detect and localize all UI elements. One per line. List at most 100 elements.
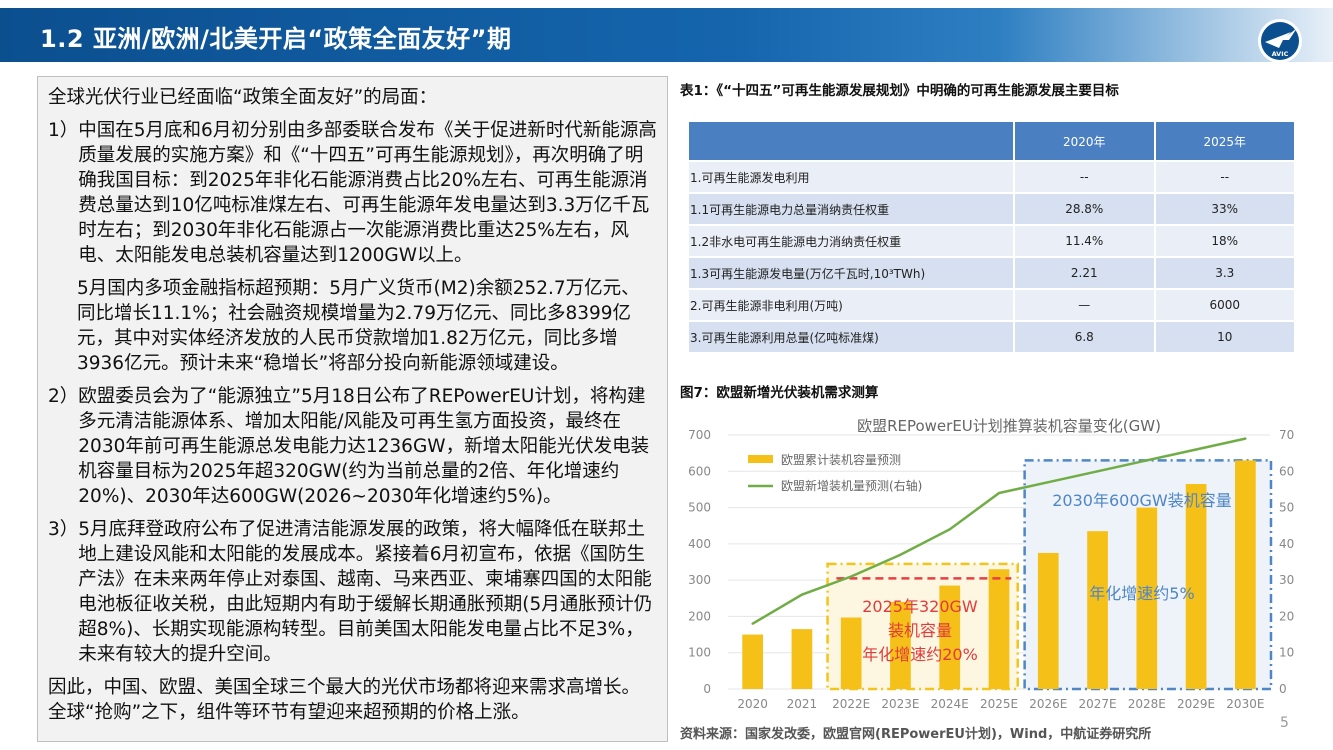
annotation-2030-title: 2030年600GW装机容量 [1052, 491, 1231, 510]
avic-logo-icon: AVIC [1258, 19, 1302, 63]
x-tick-label: 2022E [832, 697, 870, 711]
table-header-row: 2020年 2025年 [687, 120, 1296, 162]
y-left-tick-label: 600 [688, 464, 711, 478]
y-right-tick-label: 70 [1279, 428, 1294, 442]
list-item-text: 5月底拜登政府公布了促进清洁能源发展的政策，将大幅降低在联邦土地上建设风能和太阳… [78, 519, 653, 665]
y-right-tick-label: 10 [1279, 646, 1294, 660]
list-item: 2） 欧盟委员会为了“能源独立”5月18日公布了REPowerEU计划，将构建多… [48, 384, 657, 509]
bar [890, 601, 911, 689]
table-cell: 11.4% [1013, 224, 1156, 258]
table-cell: 3.可再生能源利用总量(亿吨标准煤) [687, 320, 1015, 354]
y-right-tick-label: 20 [1279, 609, 1294, 623]
policy-summary-box: 全球光伏行业已经面临“政策全面友好”的局面： 1） 中国在5月底和6月初分别由多… [37, 76, 668, 742]
y-left-tick-label: 300 [688, 573, 711, 587]
table-cell: 33% [1153, 192, 1296, 226]
x-tick-label: 2029E [1177, 697, 1215, 711]
table-cell: 1.1可再生能源电力总量消纳责任权重 [687, 192, 1015, 226]
y-right-tick-label: 40 [1279, 537, 1294, 551]
table-row: 1.3可再生能源发电量(万亿千瓦时,10³TWh) 2.21 3.3 [687, 256, 1296, 290]
table-cell: 28.8% [1013, 192, 1156, 226]
list-item-text: 中国在5月底和6月初分别由多部委联合发布《关于促进新时代新能源高质量发展的实施方… [78, 120, 657, 266]
bar [840, 617, 862, 689]
table-header-cell: 2025年 [1153, 120, 1296, 162]
table-cell: 18% [1153, 224, 1296, 258]
annotation-2025: 2025年320GW [862, 597, 978, 616]
table-cell: -- [1153, 160, 1296, 194]
table-row: 2.可再生能源非电利用(万吨) — 6000 [687, 288, 1296, 322]
list-item: 3） 5月底拜登政府公布了促进清洁能源发展的政策，将大幅降低在联邦土地上建设风能… [48, 517, 657, 667]
bar [1235, 460, 1256, 689]
table-row: 3.可再生能源利用总量(亿吨标准煤) 6.8 10 [687, 320, 1296, 354]
bar [1037, 552, 1059, 689]
table-row: 1.1可再生能源电力总量消纳责任权重 28.8% 33% [687, 192, 1296, 226]
x-tick-label: 2026E [1029, 697, 1067, 711]
list-item-number: 3） [48, 519, 79, 540]
annotation-2025: 装机容量 [888, 621, 952, 640]
list-item-number: 1） [48, 120, 79, 141]
table-cell: 10 [1153, 320, 1296, 354]
list-item: 1） 中国在5月底和6月初分别由多部委联合发布《关于促进新时代新能源高质量发展的… [48, 118, 657, 268]
line-point [800, 593, 804, 596]
bar [791, 629, 813, 689]
line-point [1145, 459, 1149, 462]
goals-table: 2020年 2025年 1.可再生能源发电利用 -- -- 1.1可再生能源电力… [687, 120, 1296, 354]
line-point [997, 491, 1001, 495]
legend-label: 欧盟累计装机容量预测 [781, 452, 901, 467]
chart-title: 欧盟REPowerEU计划推算装机容量变化(GW) [857, 417, 1161, 435]
finance-paragraph: 5月国内多项金融指标超预期：5月广义货币(M2)余额252.7万亿元、同比增长1… [77, 278, 640, 374]
y-right-tick-label: 60 [1279, 464, 1294, 478]
x-tick-label: 2024E [931, 697, 969, 711]
x-tick-label: 2021 [787, 697, 818, 711]
conclusion-paragraph: 因此，中国、欧盟、美国全球三个最大的光伏市场都将迎来需求高增长。全球“抢购”之下… [48, 677, 641, 723]
figure-caption: 图7：欧盟新增光伏装机需求测算 [680, 385, 879, 401]
source-note: 资料来源：国家发改委，欧盟官网(REPowerEU计划)，Wind，中航证券研究… [680, 727, 1152, 742]
annotation-2025: 年化增速约20% [862, 645, 978, 664]
bar [742, 634, 763, 689]
table-cell: 1.2非水电可再生能源电力消纳责任权重 [687, 224, 1015, 258]
x-tick-label: 2020 [737, 697, 768, 711]
y-left-tick-label: 400 [688, 537, 711, 551]
y-right-tick-label: 0 [1279, 682, 1287, 696]
page-number: 5 [1280, 715, 1289, 731]
table-row: 1.可再生能源发电利用 -- -- [687, 160, 1296, 194]
table-cell: 1.可再生能源发电利用 [687, 160, 1015, 194]
table-header-cell [687, 120, 1015, 162]
table-cell: 2.可再生能源非电利用(万吨) [687, 288, 1015, 322]
y-left-tick-label: 0 [703, 682, 711, 696]
bar [1185, 483, 1207, 689]
line-point [1096, 470, 1099, 473]
bar [1087, 531, 1108, 689]
logo-text: AVIC [1272, 50, 1289, 58]
eu-capacity-chart: 0 100 200 300 400 500 600 700 0 10 20 30 40 50 60 70 202… [688, 417, 1294, 711]
page-title: 1.2 亚洲/欧洲/北美开启“政策全面友好”期 [40, 25, 512, 53]
table-cell: — [1013, 288, 1156, 322]
line-point [849, 575, 853, 578]
header-bar: 1.2 亚洲/欧洲/北美开启“政策全面友好”期 AVIC [0, 8, 1333, 63]
table-cell: -- [1013, 160, 1156, 194]
y-left-tick-label: 200 [688, 609, 711, 623]
x-tick-label: 2028E [1128, 697, 1166, 711]
table-caption: 表1：《“十四五”可再生能源发展规划》中明确的可再生能源发展主要目标 [680, 83, 1119, 99]
table-row: 1.2非水电可再生能源电力消纳责任权重 11.4% 18% [687, 224, 1296, 258]
list-item-text: 欧盟委员会为了“能源独立”5月18日公布了REPowerEU计划，将构建多元清洁… [78, 386, 650, 507]
line-point [1047, 480, 1050, 484]
y-left-tick-label: 100 [688, 646, 711, 660]
line-point [948, 528, 951, 531]
legend-swatch-bar [748, 455, 773, 463]
x-tick-label: 2030E [1226, 697, 1264, 711]
y-right-tick-label: 50 [1279, 501, 1294, 515]
x-tick-label: 2027E [1078, 697, 1116, 711]
line-point [899, 553, 902, 556]
bar [939, 585, 961, 689]
line-point [1244, 437, 1247, 440]
line-point [1194, 448, 1198, 451]
annotation-2030-rate: 年化增速约5% [1089, 584, 1194, 603]
y-left-tick-label: 700 [688, 428, 711, 442]
legend-label: 欧盟新增装机量预测(右轴) [781, 478, 922, 493]
x-tick-label: 2023E [881, 697, 919, 711]
table-cell: 6.8 [1013, 320, 1156, 354]
bar [988, 569, 1010, 689]
bar [1136, 507, 1158, 689]
x-tick-label: 2025E [980, 697, 1018, 711]
y-left-tick-label: 500 [688, 501, 711, 515]
